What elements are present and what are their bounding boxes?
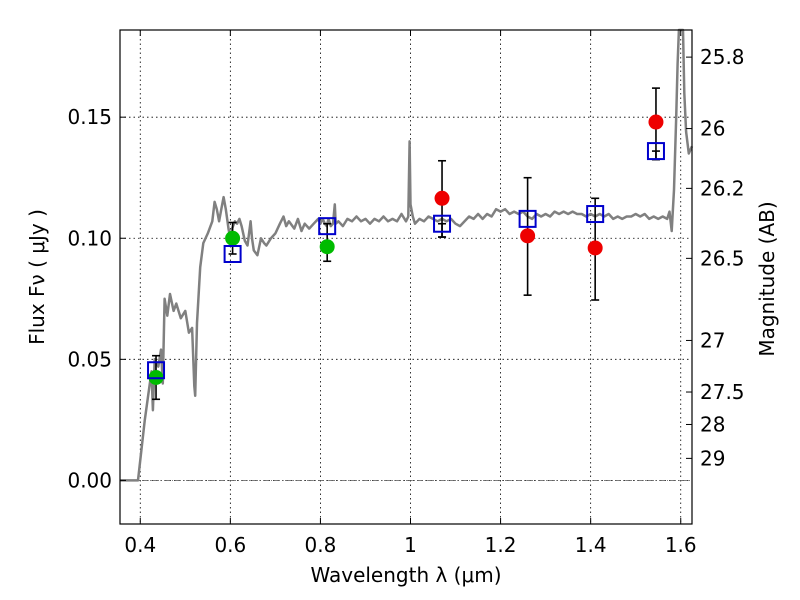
right-tick-label: 28 [700,412,725,436]
x-tick-label: 0.8 [305,533,337,557]
right-tick-label: 27.5 [700,380,745,404]
axis-ticks: 0.4 0.6 0.8 1 1.2 1.4 1.6 0.00 0.05 0.10 0.15 25.8 2… [67,30,745,557]
right-tick-label: 26.5 [700,246,745,270]
blue-square-marker [147,361,166,380]
green-data-point [225,230,241,246]
y-tick-label: 0.10 [67,226,112,250]
x-tick-label: 1.6 [665,533,697,557]
data-points [147,114,665,385]
x-tick-label: 0.6 [214,533,246,557]
y-tick-label: 0.00 [67,468,112,492]
x-axis-label: Wavelength λ (μm) [310,563,501,587]
x-tick-label: 0.4 [124,533,156,557]
blue-square-marker [223,244,242,263]
red-data-point [434,190,450,206]
blue-square-marker [586,205,605,224]
green-data-point [319,239,335,255]
grid-lines [120,30,692,524]
blue-square-marker [433,214,452,233]
red-data-point [587,240,603,256]
right-tick-label: 27 [700,328,725,352]
plot-frame [119,29,693,525]
model-spectrum-line [120,28,694,482]
blue-square-marker [518,209,537,228]
y-tick-label: 0.15 [67,105,112,129]
y-tick-label: 0.05 [67,347,112,371]
x-tick-label: 1.4 [575,533,607,557]
right-tick-label: 26 [700,117,725,141]
blue-square-marker [318,217,337,236]
y-axis-label: Flux Fν ( μJy ) [25,209,49,345]
right-tick-label: 25.8 [700,45,745,69]
model-spectrum [120,28,694,482]
x-tick-label: 1 [404,533,417,557]
right-tick-label: 26.2 [700,176,745,200]
blue-square-marker [646,142,665,161]
right-axis-label: Magnitude (AB) [755,201,779,356]
red-data-point [648,114,664,130]
x-tick-label: 1.2 [485,533,517,557]
red-data-point [520,228,536,244]
right-tick-label: 29 [700,446,725,470]
